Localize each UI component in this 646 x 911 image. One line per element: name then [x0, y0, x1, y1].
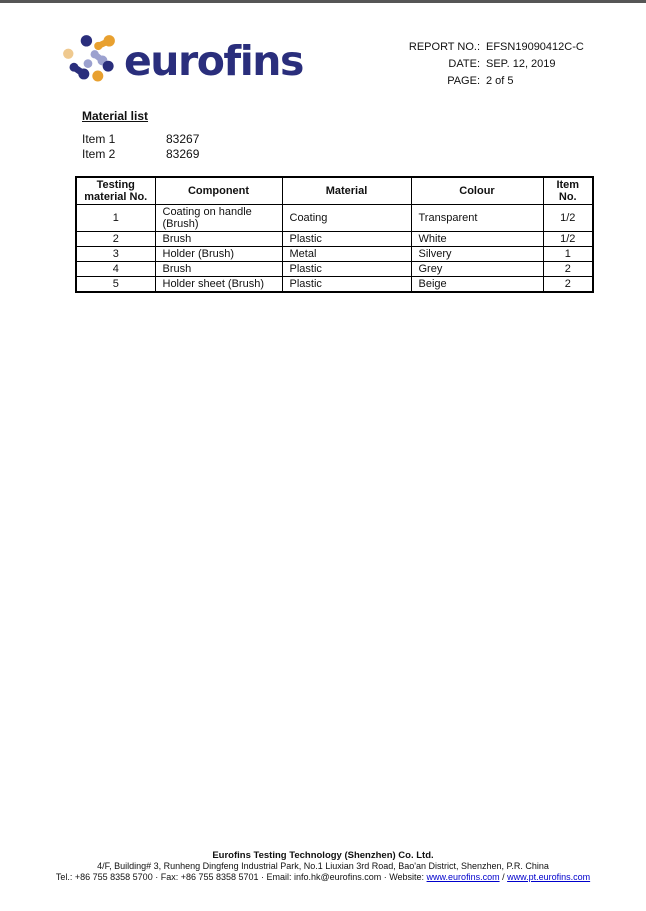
table-cell: Coating on handle (Brush) — [154, 204, 283, 232]
report-page-value: 2 of 5 — [486, 75, 514, 87]
header-colour: Colour — [410, 176, 544, 205]
item-row: Item 1 83267 — [82, 132, 199, 147]
report-info: REPORT NO.: EFSN19090412C-C DATE: SEP. 1… — [396, 39, 584, 90]
header-material: Material — [281, 176, 412, 205]
item-list: Item 1 83267 Item 2 83269 — [82, 132, 199, 162]
item-1-value: 83267 — [166, 132, 200, 146]
item-1-label: Item 1 — [82, 132, 116, 146]
item-row: Item 2 83269 — [82, 147, 199, 162]
report-no-label: REPORT NO.: — [408, 41, 480, 53]
table-cell: Beige — [410, 276, 544, 293]
table-row: 2 Brush Plastic White 1/2 — [75, 231, 594, 247]
table-cell: 1 — [75, 204, 156, 232]
header-component: Component — [154, 176, 283, 205]
table-cell: Grey — [410, 261, 544, 277]
table-cell: Plastic — [281, 261, 412, 277]
report-row: PAGE: 2 of 5 — [396, 73, 584, 90]
material-list-heading: Material list — [82, 109, 149, 123]
table-cell: 1/2 — [542, 231, 594, 247]
report-no-value: EFSN19090412C-C — [486, 41, 584, 53]
table-cell: 5 — [75, 276, 156, 293]
report-date-label: DATE: — [448, 58, 480, 70]
table-cell: Holder (Brush) — [154, 246, 283, 262]
header-item-no: Item No. — [542, 176, 594, 205]
table-cell: Holder sheet (Brush) — [154, 276, 283, 293]
table-row: 3 Holder (Brush) Metal Silvery 1 — [75, 246, 594, 262]
table-cell: 4 — [75, 261, 156, 277]
table-cell: 3 — [75, 246, 156, 262]
footer: Eurofins Testing Technology (Shenzhen) C… — [0, 850, 646, 883]
materials-table: Testing material No. Component Material … — [75, 176, 594, 293]
table-cell: Silvery — [410, 246, 544, 262]
report-row: REPORT NO.: EFSN19090412C-C — [396, 39, 584, 56]
eurofins-logo: eurofins — [60, 32, 304, 90]
table-cell: Brush — [154, 261, 283, 277]
table-cell: Metal — [281, 246, 412, 262]
footer-contact-line: Tel.: +86 755 8358 5700 · Fax: +86 755 8… — [0, 872, 646, 883]
table-cell: White — [410, 231, 544, 247]
footer-website-separator: / — [499, 872, 508, 882]
table-row: 5 Holder sheet (Brush) Plastic Beige 2 — [75, 276, 594, 293]
eurofins-logo-icon — [63, 35, 115, 82]
header-testing-material-no: Testing material No. — [75, 176, 156, 205]
report-row: DATE: SEP. 12, 2019 — [396, 56, 584, 73]
table-cell: Coating — [281, 204, 412, 232]
footer-website-link-1[interactable]: www.eurofins.com — [426, 872, 500, 882]
footer-website-link-2[interactable]: www.pt.eurofins.com — [507, 872, 591, 882]
table-cell: 2 — [542, 261, 594, 277]
eurofins-wordmark: eurofins — [124, 37, 304, 85]
footer-company: Eurofins Testing Technology (Shenzhen) C… — [212, 850, 434, 861]
table-row: 1 Coating on handle (Brush) Coating Tran… — [75, 204, 594, 232]
table-cell: Plastic — [281, 231, 412, 247]
table-cell: 1/2 — [542, 204, 594, 232]
table-header-row: Testing material No. Component Material … — [75, 176, 594, 205]
table-cell: 2 — [542, 276, 594, 293]
item-2-label: Item 2 — [82, 147, 116, 161]
table-cell: Brush — [154, 231, 283, 247]
footer-address: 4/F, Building# 3, Runheng Dingfeng Indus… — [97, 861, 549, 871]
table-row: 4 Brush Plastic Grey 2 — [75, 261, 594, 277]
report-date-value: SEP. 12, 2019 — [486, 58, 556, 70]
footer-contact-text: Tel.: +86 755 8358 5700 · Fax: +86 755 8… — [55, 872, 427, 882]
table-cell: Transparent — [410, 204, 544, 232]
item-2-value: 83269 — [166, 147, 200, 161]
report-page-label: PAGE: — [447, 75, 480, 87]
top-border-bar — [0, 0, 646, 3]
table-cell: 2 — [75, 231, 156, 247]
table-cell: Plastic — [281, 276, 412, 293]
table-cell: 1 — [542, 246, 594, 262]
